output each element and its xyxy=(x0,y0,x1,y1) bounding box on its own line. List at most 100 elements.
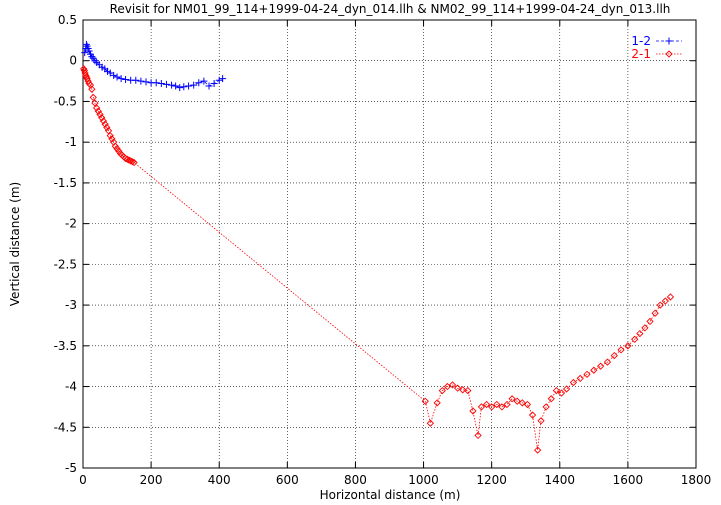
series-layer xyxy=(80,40,675,454)
y-tick-label: -1.5 xyxy=(54,176,77,190)
data-point xyxy=(438,386,446,395)
x-axis-title: Horizontal distance (m) xyxy=(320,488,461,502)
data-point xyxy=(88,85,96,93)
y-tick-label: -0.5 xyxy=(54,94,77,108)
data-point xyxy=(656,301,664,309)
data-point xyxy=(106,132,114,140)
y-tick-label: -5 xyxy=(65,461,77,475)
x-tick-label: 600 xyxy=(276,473,299,487)
y-tick-label: -2 xyxy=(65,217,77,231)
data-point xyxy=(117,75,125,83)
data-point xyxy=(200,77,208,85)
data-point xyxy=(103,123,111,132)
data-point xyxy=(130,158,138,167)
data-point xyxy=(474,431,482,440)
x-tick-label: 200 xyxy=(140,473,163,487)
data-point xyxy=(82,40,90,48)
data-point xyxy=(195,79,203,87)
data-point xyxy=(168,81,176,89)
data-point xyxy=(498,403,506,411)
data-point xyxy=(94,107,102,115)
data-point xyxy=(547,395,555,403)
y-tick-label: -4.5 xyxy=(54,420,77,434)
data-point xyxy=(172,82,180,90)
y-tick-label: -3.5 xyxy=(54,339,77,353)
data-point xyxy=(96,110,104,119)
data-point xyxy=(162,80,170,88)
data-point xyxy=(597,362,605,370)
x-tick-label: 1000 xyxy=(408,473,439,487)
data-point xyxy=(205,82,213,90)
data-point xyxy=(85,47,93,55)
x-tick-label: 1800 xyxy=(681,473,712,487)
data-point xyxy=(92,104,101,112)
data-point xyxy=(82,71,90,80)
data-point xyxy=(576,374,584,383)
data-point xyxy=(493,400,501,409)
data-point xyxy=(137,77,145,85)
y-tick-label: 0 xyxy=(69,54,77,68)
data-point xyxy=(443,382,452,391)
data-point xyxy=(99,117,108,125)
data-point xyxy=(552,386,561,395)
data-point xyxy=(624,342,632,350)
series-1-2 xyxy=(81,40,227,92)
data-point xyxy=(123,155,131,163)
data-point xyxy=(91,57,99,65)
data-point xyxy=(661,297,669,305)
y-axis-ticks: 0.5 0 -0.5 -1 -1.5 -2 -2.5 -3 -3.5 -4 -4.5 -5 xyxy=(54,13,696,475)
legend-marker xyxy=(665,50,673,58)
y-tick-label: -1 xyxy=(65,135,77,149)
data-point xyxy=(523,400,532,409)
data-point xyxy=(157,80,165,88)
chart-title: Revisit for NM01_99_114+1999-04-24_dyn_0… xyxy=(110,2,671,16)
y-tick-label: -4 xyxy=(65,380,77,394)
data-point xyxy=(666,293,675,301)
data-point xyxy=(542,403,550,411)
data-point xyxy=(537,417,545,425)
series-2-1 xyxy=(80,65,675,454)
data-point xyxy=(508,395,516,403)
data-point xyxy=(453,384,462,392)
data-point xyxy=(631,335,639,343)
x-axis-ticks: 0 200 400 600 800 1000 1200 1400 1600 1800 xyxy=(79,20,711,487)
legend: 1-22-1 xyxy=(631,34,682,61)
data-point xyxy=(81,49,89,57)
data-point xyxy=(190,81,198,89)
data-point xyxy=(469,407,477,415)
data-point xyxy=(111,142,119,150)
data-point xyxy=(88,53,96,61)
data-point xyxy=(617,346,625,354)
data-point xyxy=(488,403,496,411)
data-point xyxy=(569,378,578,387)
data-point xyxy=(557,389,566,397)
data-point xyxy=(113,145,121,153)
data-point xyxy=(176,84,184,92)
data-point xyxy=(132,76,140,84)
data-point xyxy=(636,329,644,338)
data-point xyxy=(646,317,654,326)
grid-lines xyxy=(83,20,696,468)
y-tick-label: -3 xyxy=(65,298,77,312)
data-point xyxy=(210,80,218,88)
data-point xyxy=(125,156,133,164)
x-tick-label: 1400 xyxy=(545,473,576,487)
data-point xyxy=(426,419,435,427)
data-point xyxy=(152,79,160,87)
data-point xyxy=(113,73,121,81)
y-tick-label: 0.5 xyxy=(58,13,77,27)
data-point xyxy=(180,83,188,91)
data-point xyxy=(185,82,193,90)
data-point xyxy=(108,135,116,143)
data-point xyxy=(583,370,591,378)
data-point xyxy=(518,399,526,407)
data-point xyxy=(482,400,491,409)
data-point xyxy=(534,446,542,454)
data-point xyxy=(528,411,537,419)
x-tick-label: 1600 xyxy=(613,473,644,487)
data-point xyxy=(590,366,598,374)
data-point xyxy=(89,93,97,102)
data-point xyxy=(433,399,441,407)
y-axis-title: Vertical distance (m) xyxy=(8,182,22,306)
